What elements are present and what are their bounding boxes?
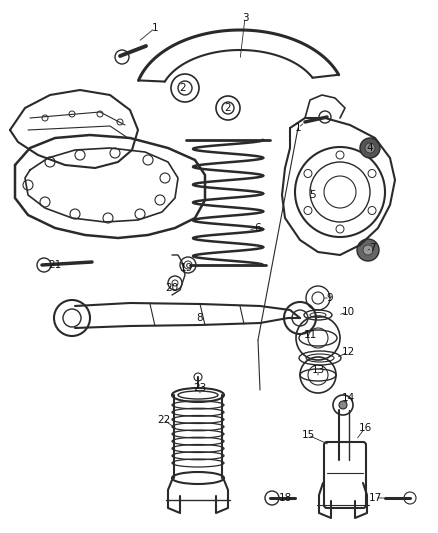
Text: 15: 15 bbox=[301, 430, 314, 440]
Text: 6: 6 bbox=[254, 223, 261, 233]
Text: 22: 22 bbox=[157, 415, 171, 425]
Text: 13: 13 bbox=[311, 365, 325, 375]
Text: 1: 1 bbox=[152, 23, 158, 33]
Text: 9: 9 bbox=[327, 293, 333, 303]
Text: 2: 2 bbox=[180, 83, 186, 93]
Text: 16: 16 bbox=[358, 423, 371, 433]
Circle shape bbox=[365, 143, 375, 153]
Text: 17: 17 bbox=[368, 493, 381, 503]
Text: 20: 20 bbox=[166, 283, 179, 293]
Text: 1: 1 bbox=[295, 123, 301, 133]
Text: 3: 3 bbox=[242, 13, 248, 23]
Text: 19: 19 bbox=[180, 263, 193, 273]
Text: 5: 5 bbox=[309, 190, 315, 200]
Text: 23: 23 bbox=[193, 383, 207, 393]
Circle shape bbox=[363, 245, 373, 255]
Text: 10: 10 bbox=[342, 307, 355, 317]
Text: 8: 8 bbox=[197, 313, 203, 323]
Text: 21: 21 bbox=[48, 260, 62, 270]
Circle shape bbox=[360, 138, 380, 158]
Circle shape bbox=[357, 239, 379, 261]
Text: 14: 14 bbox=[341, 393, 355, 403]
Circle shape bbox=[339, 401, 347, 409]
Text: 4: 4 bbox=[367, 143, 373, 153]
Text: 12: 12 bbox=[341, 347, 355, 357]
Text: 18: 18 bbox=[279, 493, 292, 503]
Text: 2: 2 bbox=[225, 103, 231, 113]
Text: 11: 11 bbox=[304, 330, 317, 340]
Text: 7: 7 bbox=[369, 243, 375, 253]
